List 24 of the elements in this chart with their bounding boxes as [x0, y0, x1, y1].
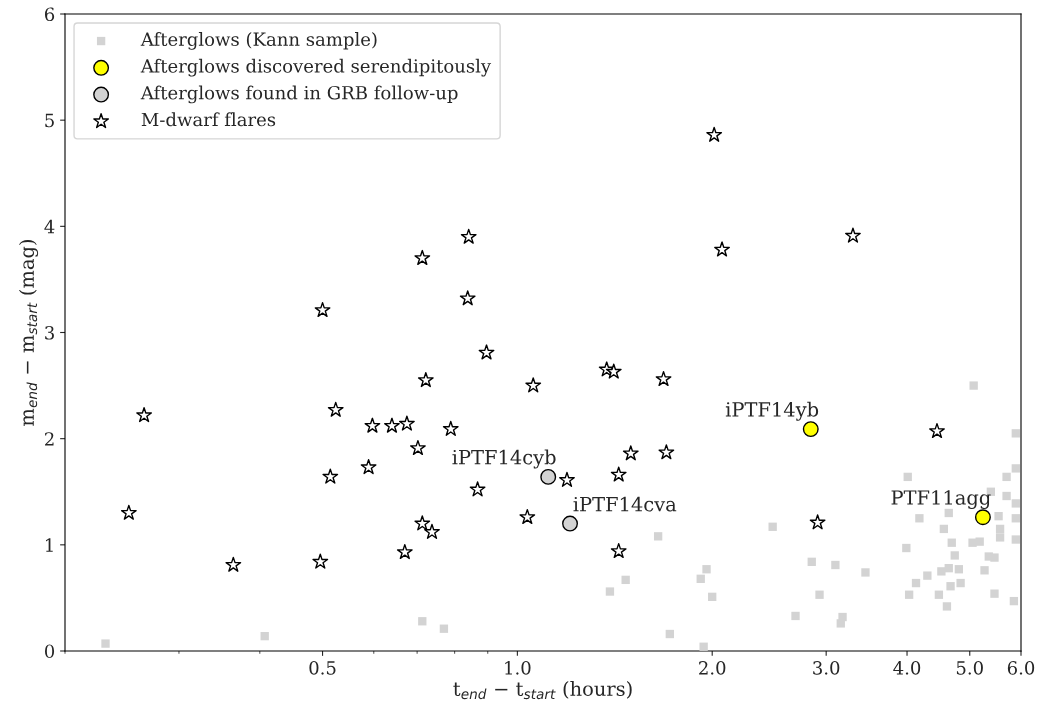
x-tick-label: 4.0 — [893, 661, 921, 675]
y-tick-label: 1 — [45, 538, 53, 552]
y-tick-label: 6 — [45, 7, 55, 22]
y-tick-label: 4 — [44, 219, 55, 234]
y-tick-label: 3 — [45, 325, 54, 340]
legend-label: M-dwarf flares — [141, 112, 276, 127]
x-tick-label: 2.0 — [699, 661, 726, 675]
y-tick-label: 0 — [44, 644, 55, 659]
legend-label: Afterglows (Kann sample) — [140, 32, 377, 50]
y-tick-label: 2 — [45, 432, 54, 446]
x-tick-label: 1.0 — [505, 661, 531, 675]
annotation: iPTF14yb — [725, 401, 819, 421]
annotation: PTF11agg — [891, 490, 991, 509]
legend-label: Afterglows discovered serendipitously — [140, 58, 492, 77]
y-tick-label: 5 — [45, 113, 54, 128]
annotation: iPTF14cva — [573, 496, 677, 512]
legend-label: Afterglows found in GRB follow-up — [140, 85, 458, 104]
y-axis-title: m$_{end}$ − m$_{start}$ (mag) — [18, 240, 39, 426]
annotation: iPTF14cyb — [452, 449, 556, 469]
x-tick-label: 5.0 — [956, 661, 983, 675]
x-tick-label: 0.5 — [309, 661, 336, 675]
x-tick-label: 6.0 — [1007, 661, 1035, 675]
x-axis-title: t$_{end}$ − t$_{start}$ (hours) — [453, 680, 632, 700]
x-tick-label: 3.0 — [813, 661, 840, 675]
